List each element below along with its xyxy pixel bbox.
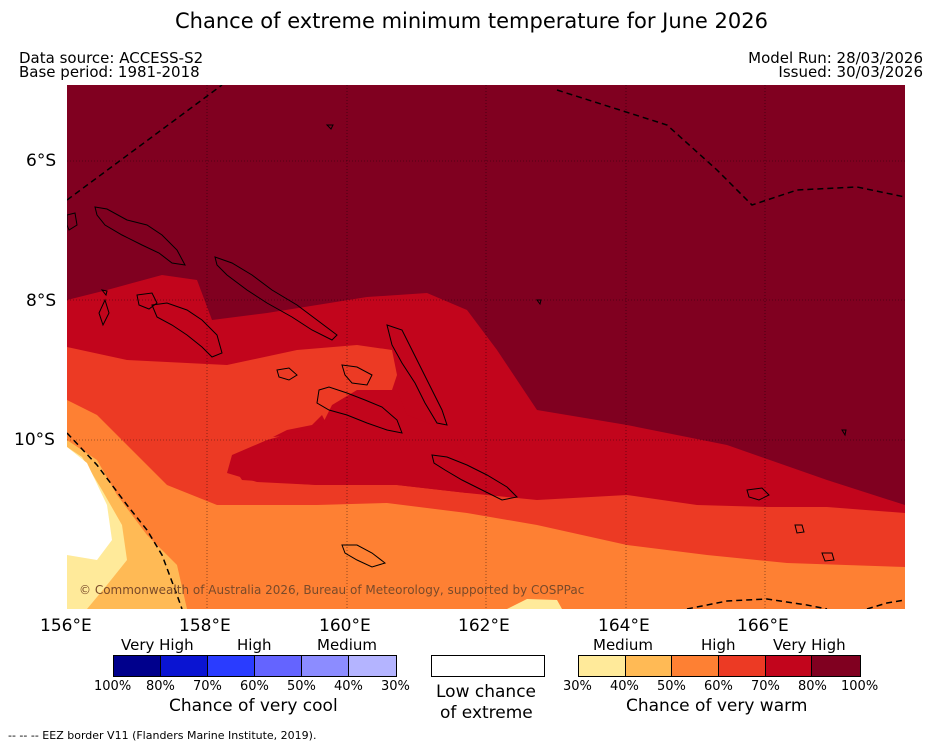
lon-label-160e: 160°E [319,616,371,636]
zone-low-chance [67,447,112,560]
cool-swatch-1 [114,656,161,676]
cool-cat-high: High [237,636,272,654]
lat-label-6s: 6°S [26,151,57,171]
graticule [67,85,905,609]
warm-tick-60: 60% [704,679,733,694]
cool-tick-30: 30% [381,679,410,694]
warm-cat-high: High [701,636,736,654]
cool-swatch-4 [255,656,302,676]
zone-50-60-warm [67,400,905,609]
lat-label-10s: 10°S [14,430,55,450]
base-period: Base period: 1981-2018 [19,63,200,81]
warm-swatch-4 [719,656,766,676]
map-canvas: © Commonwealth of Australia 2026, Bureau… [67,85,905,609]
copyright-text: © Commonwealth of Australia 2026, Bureau… [79,583,584,597]
low-chance-caption-1: Low chance [436,682,536,702]
cool-swatch-2 [161,656,208,676]
cool-caption: Chance of very cool [169,696,338,716]
lon-label-156e: 156°E [40,616,92,636]
data-source: Data source: ACCESS-S2 [19,49,204,67]
warm-cat-medium: Medium [593,636,653,654]
cool-tick-100: 100% [94,679,132,694]
warm-swatch-2 [625,656,673,676]
warm-tick-50: 50% [657,679,686,694]
warm-tick-70: 70% [751,679,780,694]
lon-label-164e: 164°E [598,616,650,636]
warm-tick-100: 100% [841,679,879,694]
low-chance-swatch [431,655,545,677]
warm-swatch-5 [765,656,813,676]
eez-borders [67,85,905,609]
warm-tick-30: 30% [563,679,592,694]
warm-swatch-6 [812,656,861,676]
coastlines [67,124,847,568]
lon-label-162e: 162°E [458,616,510,636]
warm-swatch-1 [579,656,626,676]
cool-tick-70: 70% [193,679,222,694]
issued-date: Issued: 30/03/2026 [778,63,923,81]
warm-tick-80: 80% [798,679,827,694]
cool-swatch-3 [208,656,255,676]
zone-70-80-inner [227,390,477,493]
lon-label-166e: 166°E [737,616,789,636]
lon-label-158e: 158°E [179,616,231,636]
cool-tick-60: 60% [240,679,269,694]
cool-cat-very-high: Very High [121,636,194,654]
cool-tick-80: 80% [146,679,175,694]
cool-swatch-5 [302,656,349,676]
chart-title: Chance of extreme minimum temperature fo… [175,9,768,33]
map-panel: © Commonwealth of Australia 2026, Bureau… [67,85,905,609]
cool-colorbar [113,655,397,677]
warm-caption: Chance of very warm [626,696,808,716]
warm-swatch-3 [672,656,720,676]
cool-tick-40: 40% [334,679,363,694]
cool-swatch-6 [349,656,396,676]
warm-tick-40: 40% [610,679,639,694]
eez-footnote: -- -- -- EEZ border V11 (Flanders Marine… [8,729,317,742]
lat-label-8s: 8°S [26,291,57,311]
zone-40-50-bottom [507,599,562,609]
cool-cat-medium: Medium [317,636,377,654]
low-chance-caption-2: of extreme [440,703,533,723]
cool-tick-50: 50% [287,679,316,694]
warm-colorbar [578,655,861,677]
warm-cat-very-high: Very High [773,636,846,654]
model-run: Model Run: 28/03/2026 [748,49,923,67]
